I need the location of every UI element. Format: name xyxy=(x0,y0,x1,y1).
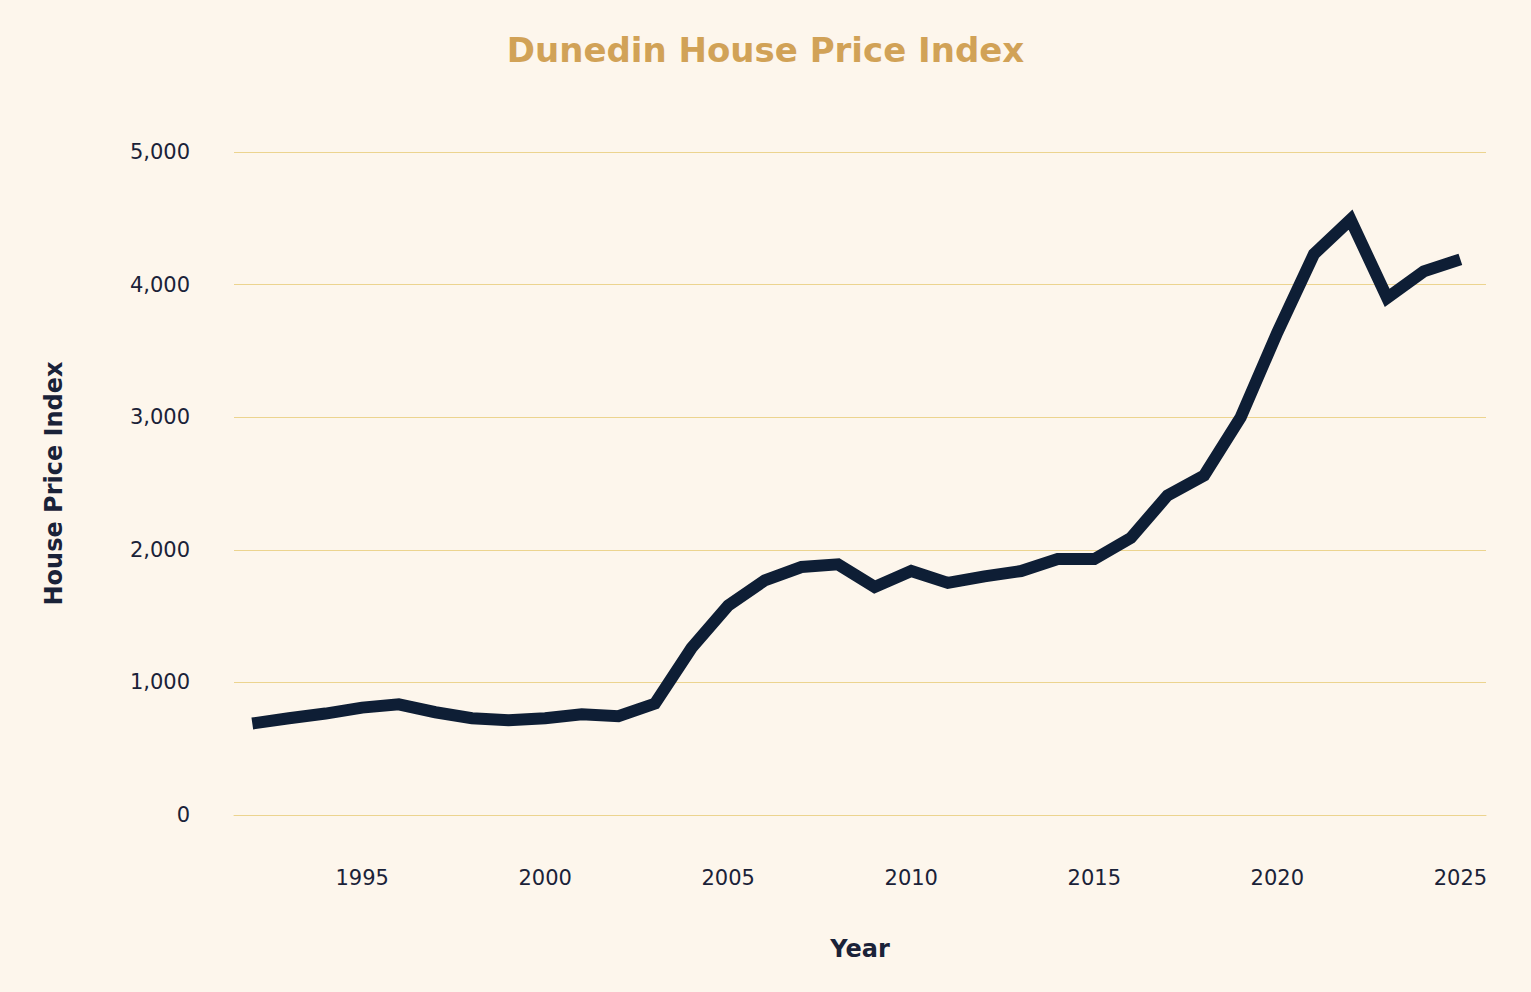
svg-text:4,000: 4,000 xyxy=(130,273,190,297)
svg-text:1995: 1995 xyxy=(335,866,388,890)
svg-text:2025: 2025 xyxy=(1434,866,1487,890)
svg-text:House Price Index: House Price Index xyxy=(40,361,68,606)
svg-text:Dunedin House Price Index: Dunedin House Price Index xyxy=(507,30,1025,70)
svg-text:1,000: 1,000 xyxy=(130,670,190,694)
svg-text:2005: 2005 xyxy=(701,866,754,890)
svg-text:Year: Year xyxy=(829,935,890,963)
svg-text:2020: 2020 xyxy=(1251,866,1304,890)
svg-text:2,000: 2,000 xyxy=(130,538,190,562)
svg-text:0: 0 xyxy=(177,803,190,827)
svg-text:5,000: 5,000 xyxy=(130,140,190,164)
svg-text:2000: 2000 xyxy=(518,866,571,890)
svg-text:2015: 2015 xyxy=(1068,866,1121,890)
svg-text:3,000: 3,000 xyxy=(130,405,190,429)
svg-text:2010: 2010 xyxy=(885,866,938,890)
